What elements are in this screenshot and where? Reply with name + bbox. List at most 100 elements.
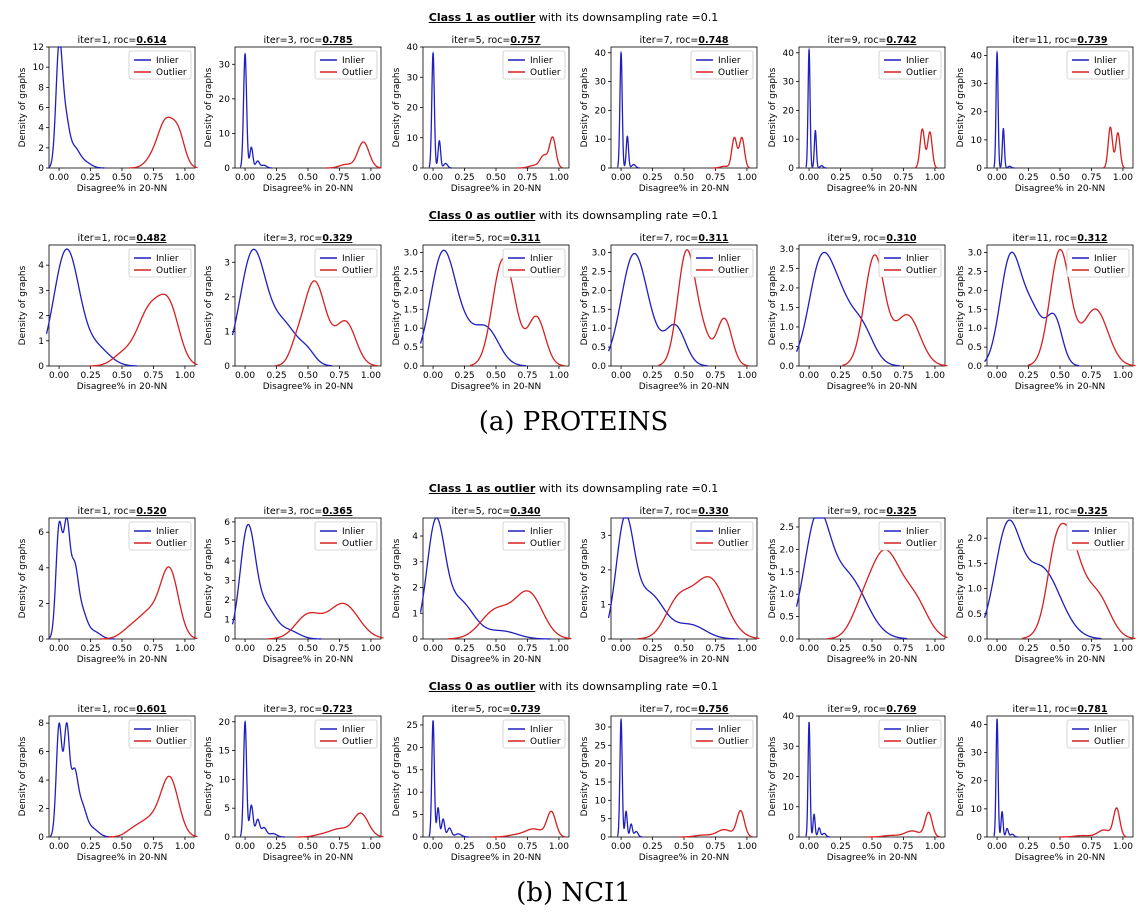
x-tick-label: 0.50 — [298, 644, 318, 654]
legend-outlier-label: Outlier — [906, 539, 937, 549]
subplot-title: iter=11, roc=0.739 — [1013, 35, 1108, 46]
x-tick-label: 1.00 — [361, 644, 381, 654]
row-title-rest: with its downsampling rate =0.1 — [538, 11, 719, 24]
x-tick-label: 0.50 — [862, 371, 882, 381]
y-tick-label: 10 — [33, 63, 45, 73]
y-tick-label: 30 — [407, 73, 419, 83]
subplot-title: iter=3, roc=0.329 — [264, 233, 353, 244]
x-tick-label: 0.00 — [49, 842, 69, 852]
row-title-proteins-class1: Class 1 as outlier with its downsampling… — [0, 11, 1147, 24]
x-tick-label: 0.25 — [455, 644, 475, 654]
subplot-title-prefix: iter=1, roc= — [78, 35, 137, 46]
legend-inlier-label: Inlier — [530, 56, 553, 66]
y-tick-label: 2.0 — [968, 534, 983, 544]
y-tick-label: 2 — [38, 805, 44, 815]
legend-inlier-label: Inlier — [906, 527, 929, 537]
x-axis-label: Disagree% in 20-NN — [639, 853, 730, 863]
outlier-density-line — [129, 116, 198, 169]
x-tick-label: 0.75 — [143, 371, 163, 381]
subplot: iter=5, roc=0.311 0.00 0.25 0.50 0.75 1.00 Dis… — [392, 233, 570, 392]
legend-inlier-label: Inlier — [1094, 56, 1117, 66]
subplot-title: iter=11, roc=0.312 — [1013, 233, 1108, 244]
y-tick-label: 20 — [595, 106, 607, 116]
inlier-density-line — [795, 251, 900, 367]
x-axis-label: Disagree% in 20-NN — [827, 184, 918, 194]
y-tick-label: 40 — [971, 720, 983, 730]
x-axis-label: Disagree% in 20-NN — [77, 382, 168, 392]
outlier-density-line — [100, 566, 198, 640]
row-title-class: Class 0 as outlier — [428, 680, 536, 693]
subplot-roc-value: 0.748 — [698, 35, 728, 46]
x-tick-label: 0.00 — [611, 173, 631, 183]
y-tick-label: 1.0 — [968, 585, 983, 595]
legend-inlier-label: Inlier — [718, 527, 741, 537]
x-tick-label: 0.00 — [49, 371, 69, 381]
subplot-title: iter=1, roc=0.614 — [78, 35, 167, 46]
subplot: iter=11, roc=0.739 0.00 0.25 0.50 0.75 1.00 Di… — [956, 35, 1134, 194]
x-tick-label: 0.00 — [799, 842, 819, 852]
x-axis-label: Disagree% in 20-NN — [451, 853, 542, 863]
x-tick-label: 0.50 — [298, 371, 318, 381]
y-axis-label: Density of graphs — [18, 736, 28, 816]
y-tick-label: 20 — [971, 108, 983, 118]
legend-inlier-label: Inlier — [342, 725, 365, 735]
legend-outlier-label: Outlier — [156, 539, 187, 549]
legend-inlier-label: Inlier — [1094, 725, 1117, 735]
x-tick-label: 1.00 — [175, 173, 195, 183]
x-tick-label: 0.50 — [674, 371, 694, 381]
y-tick-label: 4 — [224, 557, 230, 567]
subplot-title-prefix: iter=3, roc= — [264, 506, 323, 517]
y-tick-label: 0.5 — [780, 342, 794, 352]
y-axis-label: Density of graphs — [580, 538, 590, 618]
y-tick-label: 0.5 — [592, 343, 606, 353]
inlier-density-line — [239, 52, 272, 169]
x-tick-label: 0.50 — [1050, 371, 1070, 381]
y-tick-label: 5 — [224, 804, 230, 814]
x-tick-label: 0.75 — [1081, 173, 1101, 183]
y-tick-label: 10 — [407, 788, 419, 798]
legend-outlier-label: Outlier — [718, 266, 749, 276]
x-tick-label: 0.00 — [423, 842, 443, 852]
y-tick-label: 3.0 — [404, 249, 419, 259]
y-tick-label: 1 — [224, 615, 230, 625]
x-tick-label: 0.25 — [831, 173, 851, 183]
subplot-title-prefix: iter=7, roc= — [640, 506, 699, 517]
x-axis-label: Disagree% in 20-NN — [827, 853, 918, 863]
subplot-roc-value: 0.340 — [510, 506, 540, 517]
subplot-title: iter=5, roc=0.757 — [452, 35, 541, 46]
x-axis-label: Disagree% in 20-NN — [451, 655, 542, 665]
y-tick-label: 1.5 — [968, 559, 982, 569]
y-tick-label: 20 — [219, 718, 231, 728]
subplot: iter=3, roc=0.329 0.00 0.25 0.50 0.75 1.00 Dis… — [204, 233, 382, 392]
x-tick-label: 0.50 — [1050, 842, 1070, 852]
x-tick-label: 0.75 — [329, 842, 349, 852]
subplot: iter=3, roc=0.723 0.00 0.25 0.50 0.75 1.00 Dis… — [204, 704, 384, 863]
y-tick-label: 20 — [971, 777, 983, 787]
legend-outlier-label: Outlier — [342, 737, 373, 747]
outlier-density-line — [325, 141, 382, 169]
subplot-title-prefix: iter=7, roc= — [640, 704, 699, 715]
y-tick-label: 0.0 — [780, 635, 795, 645]
legend-outlier-label: Outlier — [530, 68, 561, 78]
x-tick-label: 0.25 — [267, 644, 287, 654]
subplot-title: iter=3, roc=0.785 — [264, 35, 353, 46]
outlier-density-line — [637, 576, 760, 640]
y-tick-label: 12 — [33, 43, 44, 53]
x-tick-label: 0.25 — [81, 842, 101, 852]
x-tick-label: 0.75 — [1081, 644, 1101, 654]
y-tick-label: 8 — [38, 83, 44, 93]
y-tick-label: 4 — [38, 776, 44, 786]
y-tick-label: 10 — [219, 129, 231, 139]
x-tick-label: 0.75 — [705, 644, 725, 654]
y-tick-label: 2.0 — [404, 286, 419, 296]
x-tick-label: 1.00 — [1113, 644, 1133, 654]
y-axis-label: Density of graphs — [956, 265, 966, 345]
x-tick-label: 1.00 — [925, 371, 945, 381]
subplot: iter=9, roc=0.325 0.00 0.25 0.50 0.75 1.00 Dis… — [768, 506, 948, 665]
y-tick-label: 3 — [412, 558, 418, 568]
y-tick-label: 0 — [788, 164, 794, 174]
legend-inlier-label: Inlier — [906, 254, 929, 264]
x-tick-label: 0.00 — [235, 842, 255, 852]
subplot-title-prefix: iter=7, roc= — [640, 35, 699, 46]
y-tick-label: 1 — [224, 327, 230, 337]
